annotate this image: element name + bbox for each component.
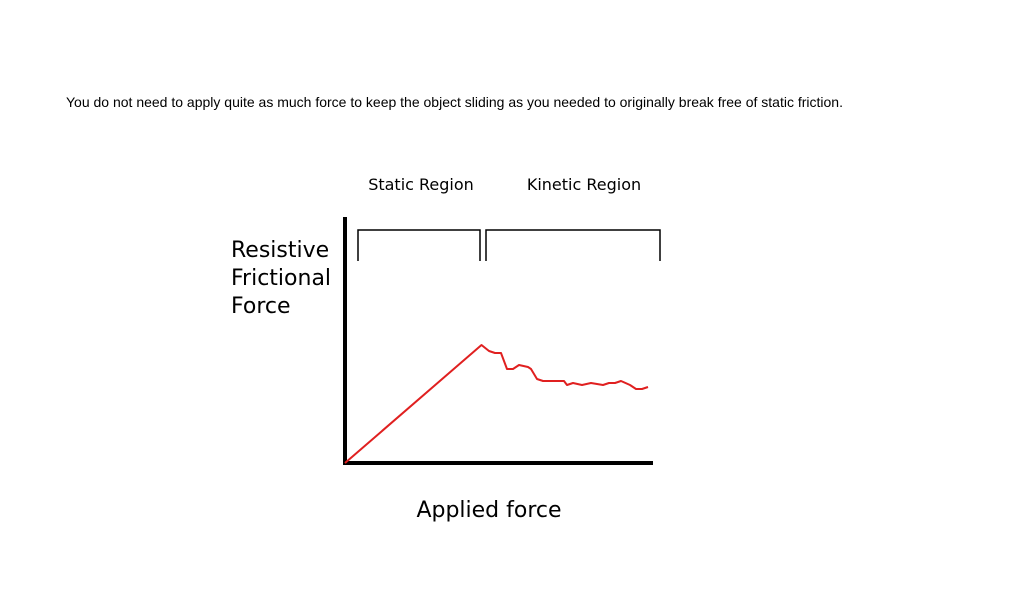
region-bracket-2	[485, 229, 661, 261]
region-bracket-1	[357, 229, 481, 261]
kinetic-region-label: Kinetic Region	[527, 175, 641, 194]
x-axis-label: Applied force	[416, 498, 561, 523]
region-brackets	[357, 229, 661, 261]
static-region-label: Static Region	[368, 175, 474, 194]
y-axis-label-line-1: Resistive	[231, 238, 329, 263]
y-axis-label-line-2: Frictional	[231, 266, 331, 291]
friction-curve	[344, 344, 649, 464]
y-axis-label-line-3: Force	[231, 294, 291, 319]
caption-text: You do not need to apply quite as much f…	[66, 94, 843, 110]
